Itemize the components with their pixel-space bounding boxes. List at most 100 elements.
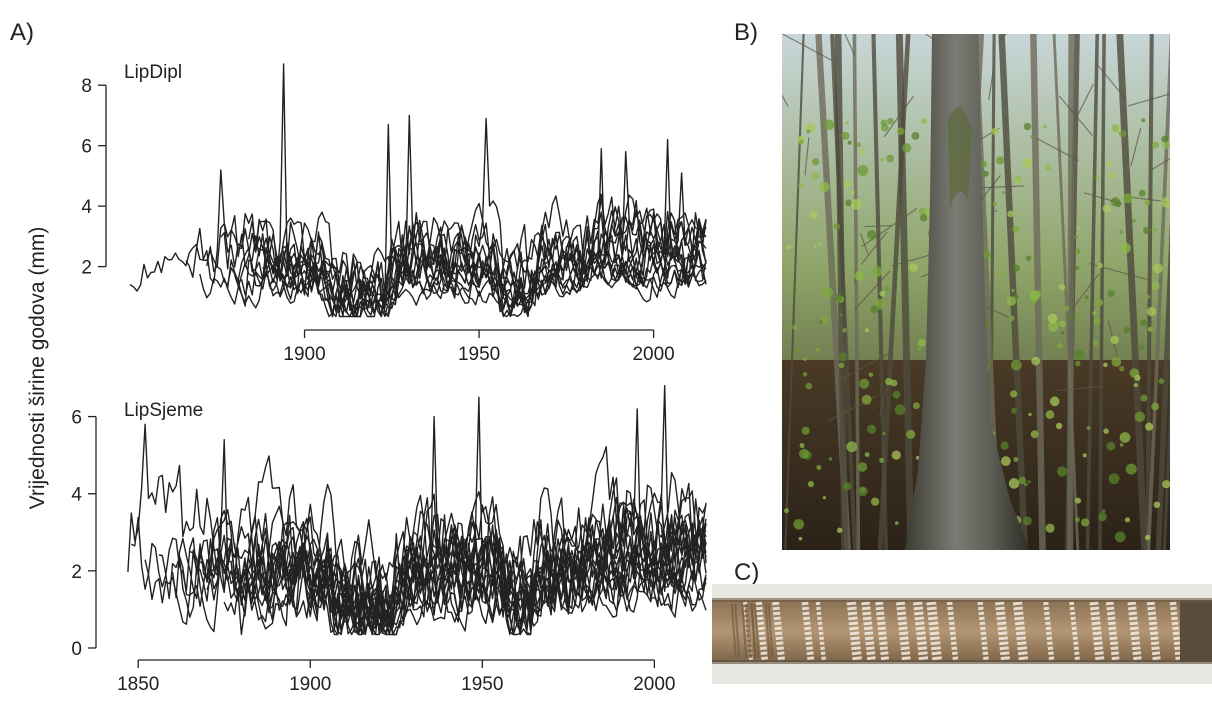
leaf-cluster	[1108, 171, 1117, 180]
leaf-cluster	[794, 348, 800, 353]
leaf-cluster	[1024, 482, 1028, 487]
leaf-cluster	[1067, 315, 1074, 321]
leaf-cluster	[851, 199, 862, 210]
leaf-cluster	[828, 457, 833, 461]
leaf-cluster	[1002, 191, 1006, 195]
leaf-cluster	[1045, 164, 1052, 171]
lipsjeme-series-line	[295, 516, 707, 635]
branch	[1149, 157, 1170, 172]
background-tree-trunk	[1145, 34, 1154, 550]
leaf-cluster	[1095, 175, 1100, 180]
leaf-cluster	[1008, 478, 1020, 489]
leaf-cluster	[1056, 466, 1068, 477]
leaf-cluster	[1030, 135, 1034, 139]
leaf-cluster	[807, 481, 815, 488]
background-tree-trunk	[1085, 34, 1099, 550]
leaf-cluster	[1133, 383, 1138, 388]
leaf-cluster	[891, 450, 901, 460]
background-tree-trunk	[895, 34, 915, 550]
growth-ring-dark	[764, 603, 771, 659]
leaf-cluster	[845, 199, 852, 207]
leaf-cluster	[1114, 531, 1126, 543]
tree-core-photo	[712, 584, 1212, 684]
leaf-cluster	[1151, 141, 1160, 149]
panel-label-a: A)	[10, 19, 34, 46]
leaf-cluster	[886, 154, 894, 163]
leaf-cluster	[846, 441, 858, 453]
leaf-cluster	[1103, 428, 1109, 434]
leaf-cluster	[1106, 441, 1116, 451]
leaf-cluster	[854, 270, 865, 281]
leaf-cluster	[896, 127, 905, 136]
lipsjeme-y-tick-label: 2	[71, 562, 82, 583]
leaf-cluster	[857, 486, 868, 497]
leaf-cluster	[1153, 501, 1161, 509]
lipdipl-x-tick-label: 1900	[283, 344, 325, 365]
leaf-cluster	[816, 464, 822, 470]
leaf-cluster	[1122, 193, 1134, 204]
leaf-cluster	[1018, 476, 1027, 485]
leaf-cluster	[834, 294, 843, 302]
growth-ring-dark	[741, 603, 748, 659]
branch	[879, 380, 889, 417]
leaf-cluster	[1074, 349, 1085, 360]
background-tree-trunk	[834, 34, 849, 550]
leaf-cluster	[919, 214, 928, 222]
leaf-cluster	[1015, 178, 1021, 184]
leaf-cluster	[1028, 412, 1032, 417]
leaf-cluster	[1075, 497, 1082, 504]
leaf-cluster	[1120, 242, 1131, 254]
leaf-cluster	[799, 443, 805, 449]
branch	[998, 34, 1007, 43]
branch	[864, 224, 892, 228]
leaf-cluster	[882, 432, 886, 436]
leaf-cluster	[870, 305, 879, 314]
branch	[1130, 127, 1142, 166]
branch	[1071, 273, 1100, 310]
background-trees	[782, 34, 1170, 550]
leaf-cluster	[1075, 360, 1081, 367]
branch	[1057, 385, 1102, 392]
background-tree-trunk	[1155, 220, 1170, 550]
branch	[782, 94, 789, 107]
leaf-cluster	[866, 230, 877, 240]
leaf-cluster	[1059, 320, 1067, 328]
leaf-cluster	[1119, 432, 1131, 443]
leaf-cluster	[1141, 118, 1146, 123]
leaf-cluster	[812, 158, 820, 166]
leaf-cluster	[1147, 326, 1153, 332]
leaf-cluster	[1125, 463, 1137, 475]
leaf-cluster	[1000, 441, 1009, 450]
lipdipl-y-tick-label: 8	[81, 76, 92, 97]
leaf-cluster	[798, 536, 803, 541]
leaf-cluster	[824, 119, 835, 131]
lipdipl-series-line	[286, 207, 707, 310]
leaf-cluster	[1119, 366, 1125, 372]
leaf-cluster	[1119, 230, 1123, 235]
leaf-cluster	[1027, 480, 1031, 484]
leaf-cluster	[917, 338, 926, 347]
leaf-cluster	[793, 518, 805, 530]
leaf-cluster	[1025, 255, 1032, 261]
leaf-cluster	[802, 372, 808, 377]
leaf-cluster	[1012, 225, 1020, 233]
branch	[804, 137, 810, 176]
growth-ring-dark	[753, 603, 760, 659]
leaf-cluster	[886, 117, 894, 125]
leaf-cluster	[1153, 263, 1163, 274]
leaf-cluster	[842, 482, 852, 491]
leaf-cluster	[811, 172, 819, 180]
leaf-cluster	[1111, 124, 1120, 132]
leaf-cluster	[1119, 443, 1124, 447]
leaf-cluster	[1086, 426, 1091, 430]
leaf-cluster	[917, 346, 922, 351]
leaf-cluster	[1110, 335, 1119, 345]
panel-label-c: C)	[734, 559, 759, 586]
leaf-cluster	[821, 316, 829, 324]
leaf-cluster	[849, 189, 855, 195]
leaf-cluster	[1138, 344, 1144, 350]
leaf-cluster	[1047, 321, 1059, 332]
lipsjeme-y-tick-label: 0	[71, 639, 82, 660]
background-tree-trunk	[852, 34, 861, 550]
branch	[841, 351, 893, 380]
